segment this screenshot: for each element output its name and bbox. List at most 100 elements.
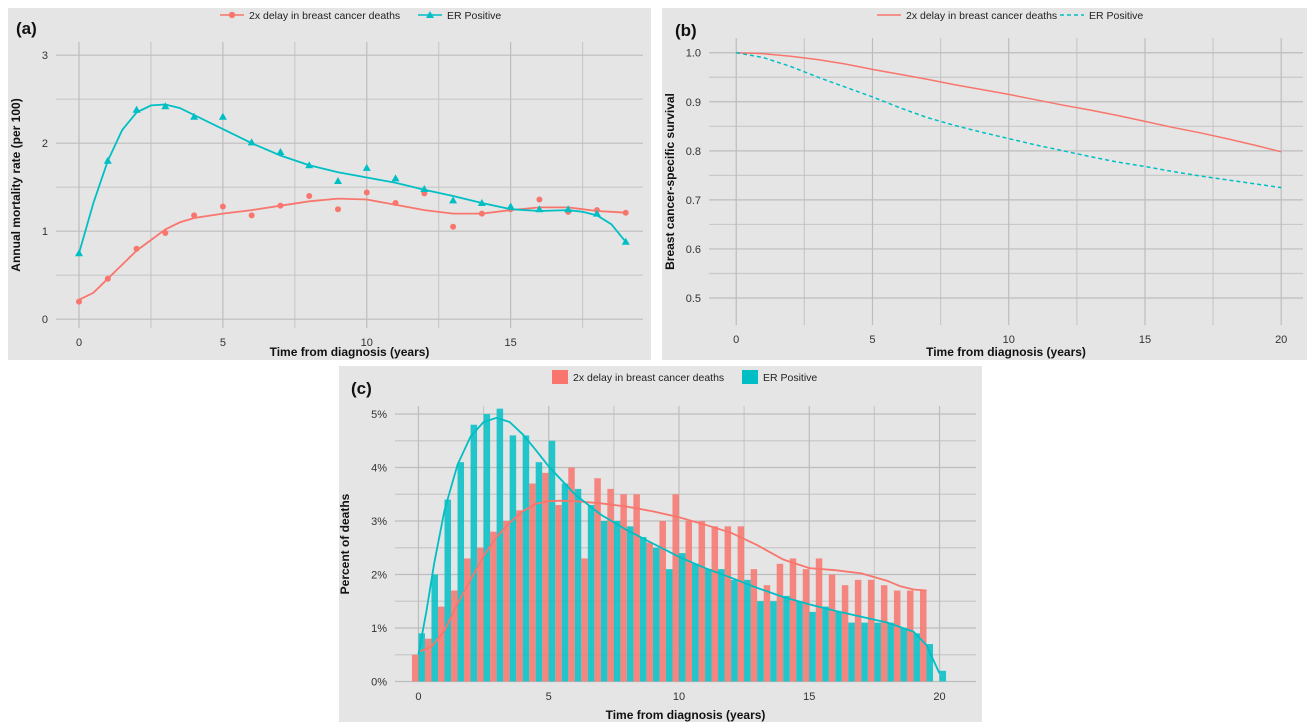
data-point-er-positive	[219, 113, 227, 120]
bar-er-positive	[601, 521, 608, 681]
data-point-delay	[220, 204, 226, 210]
bar-delay	[633, 494, 640, 681]
y-tick-label: 0.8	[686, 146, 701, 158]
data-point-delay	[393, 200, 399, 206]
bar-delay	[516, 510, 523, 681]
data-point-delay	[105, 276, 111, 282]
y-tick-label: 5%	[371, 409, 387, 421]
bar-delay	[607, 489, 614, 682]
data-point-er-positive	[564, 205, 572, 212]
bar-er-positive	[731, 580, 738, 682]
bar-delay	[816, 558, 823, 681]
panel-a-mortality-chart: 0 5 10 15 0 1 2 3 Time from diagnosis (years) Ann…	[8, 8, 651, 360]
y-tick-label: 0.9	[686, 97, 701, 109]
bar-er-positive	[471, 425, 478, 682]
bar-er-positive	[445, 500, 452, 682]
y-axis-label: Annual mortality rate (per 100)	[9, 98, 23, 271]
bar-er-positive	[809, 612, 816, 682]
bar-er-positive	[940, 671, 947, 682]
y-tick-label: 4%	[371, 463, 387, 475]
bar-er-positive	[640, 537, 647, 681]
bar-delay	[881, 585, 888, 681]
bar-delay	[529, 484, 536, 682]
legend-label: ER Positive	[763, 372, 817, 384]
bar-delay	[777, 564, 784, 682]
bar-er-positive	[536, 462, 543, 681]
y-tick-label: 0.7	[686, 195, 701, 207]
legend-key-swatch	[742, 370, 758, 384]
bar-er-positive	[549, 441, 556, 682]
data-point-delay	[249, 212, 255, 218]
x-axis-label: Time from diagnosis (years)	[606, 708, 766, 722]
bar-delay	[503, 521, 510, 681]
bar-er-positive	[848, 623, 855, 682]
bar-er-positive	[653, 548, 660, 682]
y-tick-label: 1	[42, 226, 48, 238]
bar-er-positive	[575, 489, 582, 682]
bar-er-positive	[679, 553, 686, 681]
bar-delay	[412, 655, 419, 682]
bar-delay	[555, 505, 562, 682]
bar-er-positive	[705, 569, 712, 681]
panel-b-survival-chart: 0 5 10 15 20 0.5 0.6 0.7 0.8 0.9 1.0 Time from diag…	[662, 8, 1307, 360]
bar-er-positive	[757, 601, 764, 681]
x-tick-label: 15	[803, 691, 815, 703]
data-point-er-positive	[75, 249, 83, 256]
bar-delay	[842, 585, 849, 681]
data-point-er-positive	[104, 157, 112, 164]
bar-er-positive	[627, 526, 634, 681]
x-axis-label: Time from diagnosis (years)	[926, 345, 1086, 359]
legend-entry: 2x delay in breast cancer deaths	[877, 10, 1057, 22]
x-tick-label: 20	[933, 691, 945, 703]
data-point-er-positive	[392, 174, 400, 181]
data-point-er-positive	[133, 106, 141, 113]
data-point-er-positive	[363, 164, 371, 171]
bar-delay	[803, 569, 810, 681]
data-point-delay	[536, 197, 542, 203]
bar-delay	[542, 473, 549, 682]
data-point-delay	[76, 299, 82, 305]
y-tick-label: 0.6	[686, 244, 701, 256]
x-tick-label: 5	[220, 337, 226, 349]
bar-er-positive	[835, 612, 842, 682]
bar-delay	[686, 521, 693, 681]
x-tick-label: 20	[1275, 334, 1287, 346]
x-tick-label: 15	[505, 337, 517, 349]
y-tick-label: 3%	[371, 516, 387, 528]
bar-er-positive	[783, 596, 790, 682]
data-point-delay	[623, 210, 629, 216]
y-tick-label: 0	[42, 314, 48, 326]
bar-delay	[764, 585, 771, 681]
x-axis-label: Time from diagnosis (years)	[270, 345, 430, 359]
bar-delay	[920, 591, 927, 682]
bar-delay	[725, 526, 732, 681]
bar-delay	[620, 494, 627, 681]
bar-er-positive	[458, 462, 465, 681]
y-tick-label: 3	[42, 50, 48, 62]
data-point-er-positive	[276, 148, 284, 155]
bar-er-positive	[887, 623, 894, 682]
legend-entry: ER Positive	[418, 10, 501, 22]
data-point-er-positive	[334, 177, 342, 184]
bar-er-positive	[431, 574, 438, 681]
x-tick-label: 5	[546, 691, 552, 703]
legend-key-marker	[229, 12, 235, 18]
data-point-delay	[364, 189, 370, 195]
legend-label: ER Positive	[1089, 10, 1143, 22]
data-point-delay	[306, 193, 312, 199]
bar-delay	[855, 580, 862, 682]
y-tick-label: 2%	[371, 569, 387, 581]
data-point-delay	[162, 230, 168, 236]
bar-er-positive	[796, 601, 803, 681]
bar-er-positive	[510, 435, 517, 681]
bar-er-positive	[588, 505, 595, 682]
bar-delay	[672, 494, 679, 681]
panel-label: (a)	[16, 19, 37, 38]
x-tick-label: 0	[76, 337, 82, 349]
bar-delay	[568, 468, 575, 682]
data-point-delay	[479, 211, 485, 217]
bar-delay	[425, 639, 432, 682]
smooth-line-delay	[79, 199, 626, 300]
bar-er-positive	[913, 633, 920, 681]
bar-delay	[907, 591, 914, 682]
